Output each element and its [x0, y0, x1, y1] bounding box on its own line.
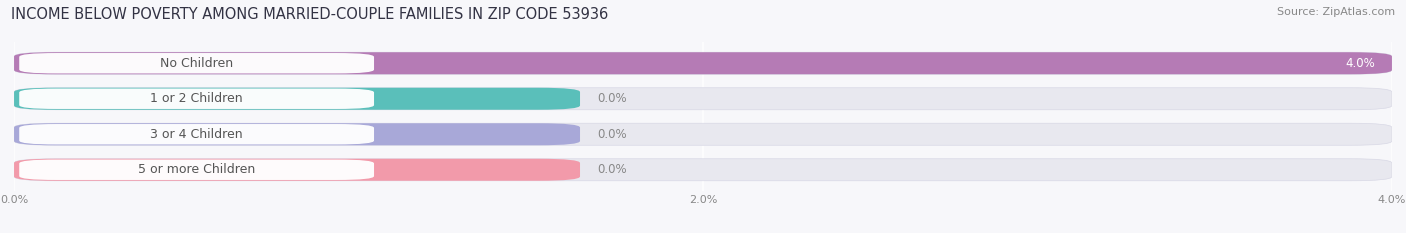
- Text: No Children: No Children: [160, 57, 233, 70]
- FancyBboxPatch shape: [20, 160, 374, 180]
- Text: INCOME BELOW POVERTY AMONG MARRIED-COUPLE FAMILIES IN ZIP CODE 53936: INCOME BELOW POVERTY AMONG MARRIED-COUPL…: [11, 7, 609, 22]
- Text: Source: ZipAtlas.com: Source: ZipAtlas.com: [1277, 7, 1395, 17]
- FancyBboxPatch shape: [14, 88, 581, 110]
- FancyBboxPatch shape: [20, 53, 374, 73]
- Text: 3 or 4 Children: 3 or 4 Children: [150, 128, 243, 141]
- FancyBboxPatch shape: [14, 159, 581, 181]
- Text: 0.0%: 0.0%: [598, 128, 627, 141]
- Text: 0.0%: 0.0%: [598, 92, 627, 105]
- FancyBboxPatch shape: [14, 52, 1392, 74]
- FancyBboxPatch shape: [14, 123, 581, 145]
- Text: 5 or more Children: 5 or more Children: [138, 163, 256, 176]
- Text: 0.0%: 0.0%: [598, 163, 627, 176]
- FancyBboxPatch shape: [14, 123, 1392, 145]
- FancyBboxPatch shape: [20, 89, 374, 109]
- FancyBboxPatch shape: [20, 124, 374, 144]
- FancyBboxPatch shape: [14, 52, 1392, 74]
- Text: 4.0%: 4.0%: [1346, 57, 1375, 70]
- Text: 1 or 2 Children: 1 or 2 Children: [150, 92, 243, 105]
- FancyBboxPatch shape: [14, 88, 1392, 110]
- FancyBboxPatch shape: [14, 159, 1392, 181]
